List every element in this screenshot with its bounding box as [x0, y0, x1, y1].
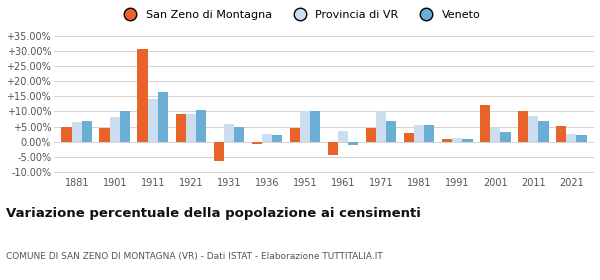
- Bar: [500, 132, 511, 142]
- Bar: [462, 139, 473, 142]
- Text: COMUNE DI SAN ZENO DI MONTAGNA (VR) - Dati ISTAT - Elaborazione TUTTITALIA.IT: COMUNE DI SAN ZENO DI MONTAGNA (VR) - Da…: [6, 252, 383, 261]
- Bar: [71, 122, 82, 142]
- Bar: [442, 139, 452, 142]
- Bar: [556, 126, 566, 142]
- Legend: San Zeno di Montagna, Provincia di VR, Veneto: San Zeno di Montagna, Provincia di VR, V…: [115, 6, 485, 24]
- Bar: [404, 133, 414, 142]
- Bar: [338, 131, 348, 142]
- Bar: [82, 121, 92, 142]
- Bar: [328, 142, 338, 155]
- Bar: [414, 125, 424, 142]
- Bar: [158, 92, 168, 142]
- Bar: [300, 111, 310, 142]
- Bar: [577, 135, 587, 142]
- Bar: [538, 120, 548, 142]
- Bar: [365, 128, 376, 142]
- Bar: [100, 128, 110, 142]
- Bar: [480, 105, 490, 142]
- Bar: [262, 134, 272, 142]
- Bar: [518, 111, 528, 142]
- Bar: [386, 120, 397, 142]
- Bar: [452, 138, 462, 142]
- Bar: [137, 49, 148, 142]
- Bar: [148, 99, 158, 142]
- Text: Variazione percentuale della popolazione ai censimenti: Variazione percentuale della popolazione…: [6, 207, 421, 220]
- Bar: [224, 123, 234, 142]
- Bar: [310, 111, 320, 142]
- Bar: [290, 128, 300, 142]
- Bar: [196, 110, 206, 142]
- Bar: [110, 118, 120, 142]
- Bar: [566, 134, 577, 142]
- Bar: [186, 115, 196, 142]
- Bar: [528, 116, 538, 142]
- Bar: [251, 142, 262, 144]
- Bar: [348, 142, 358, 145]
- Bar: [272, 135, 283, 142]
- Bar: [176, 115, 186, 142]
- Bar: [424, 125, 434, 142]
- Bar: [214, 142, 224, 162]
- Bar: [61, 127, 71, 142]
- Bar: [376, 111, 386, 142]
- Bar: [234, 127, 244, 142]
- Bar: [120, 111, 130, 142]
- Bar: [490, 128, 500, 142]
